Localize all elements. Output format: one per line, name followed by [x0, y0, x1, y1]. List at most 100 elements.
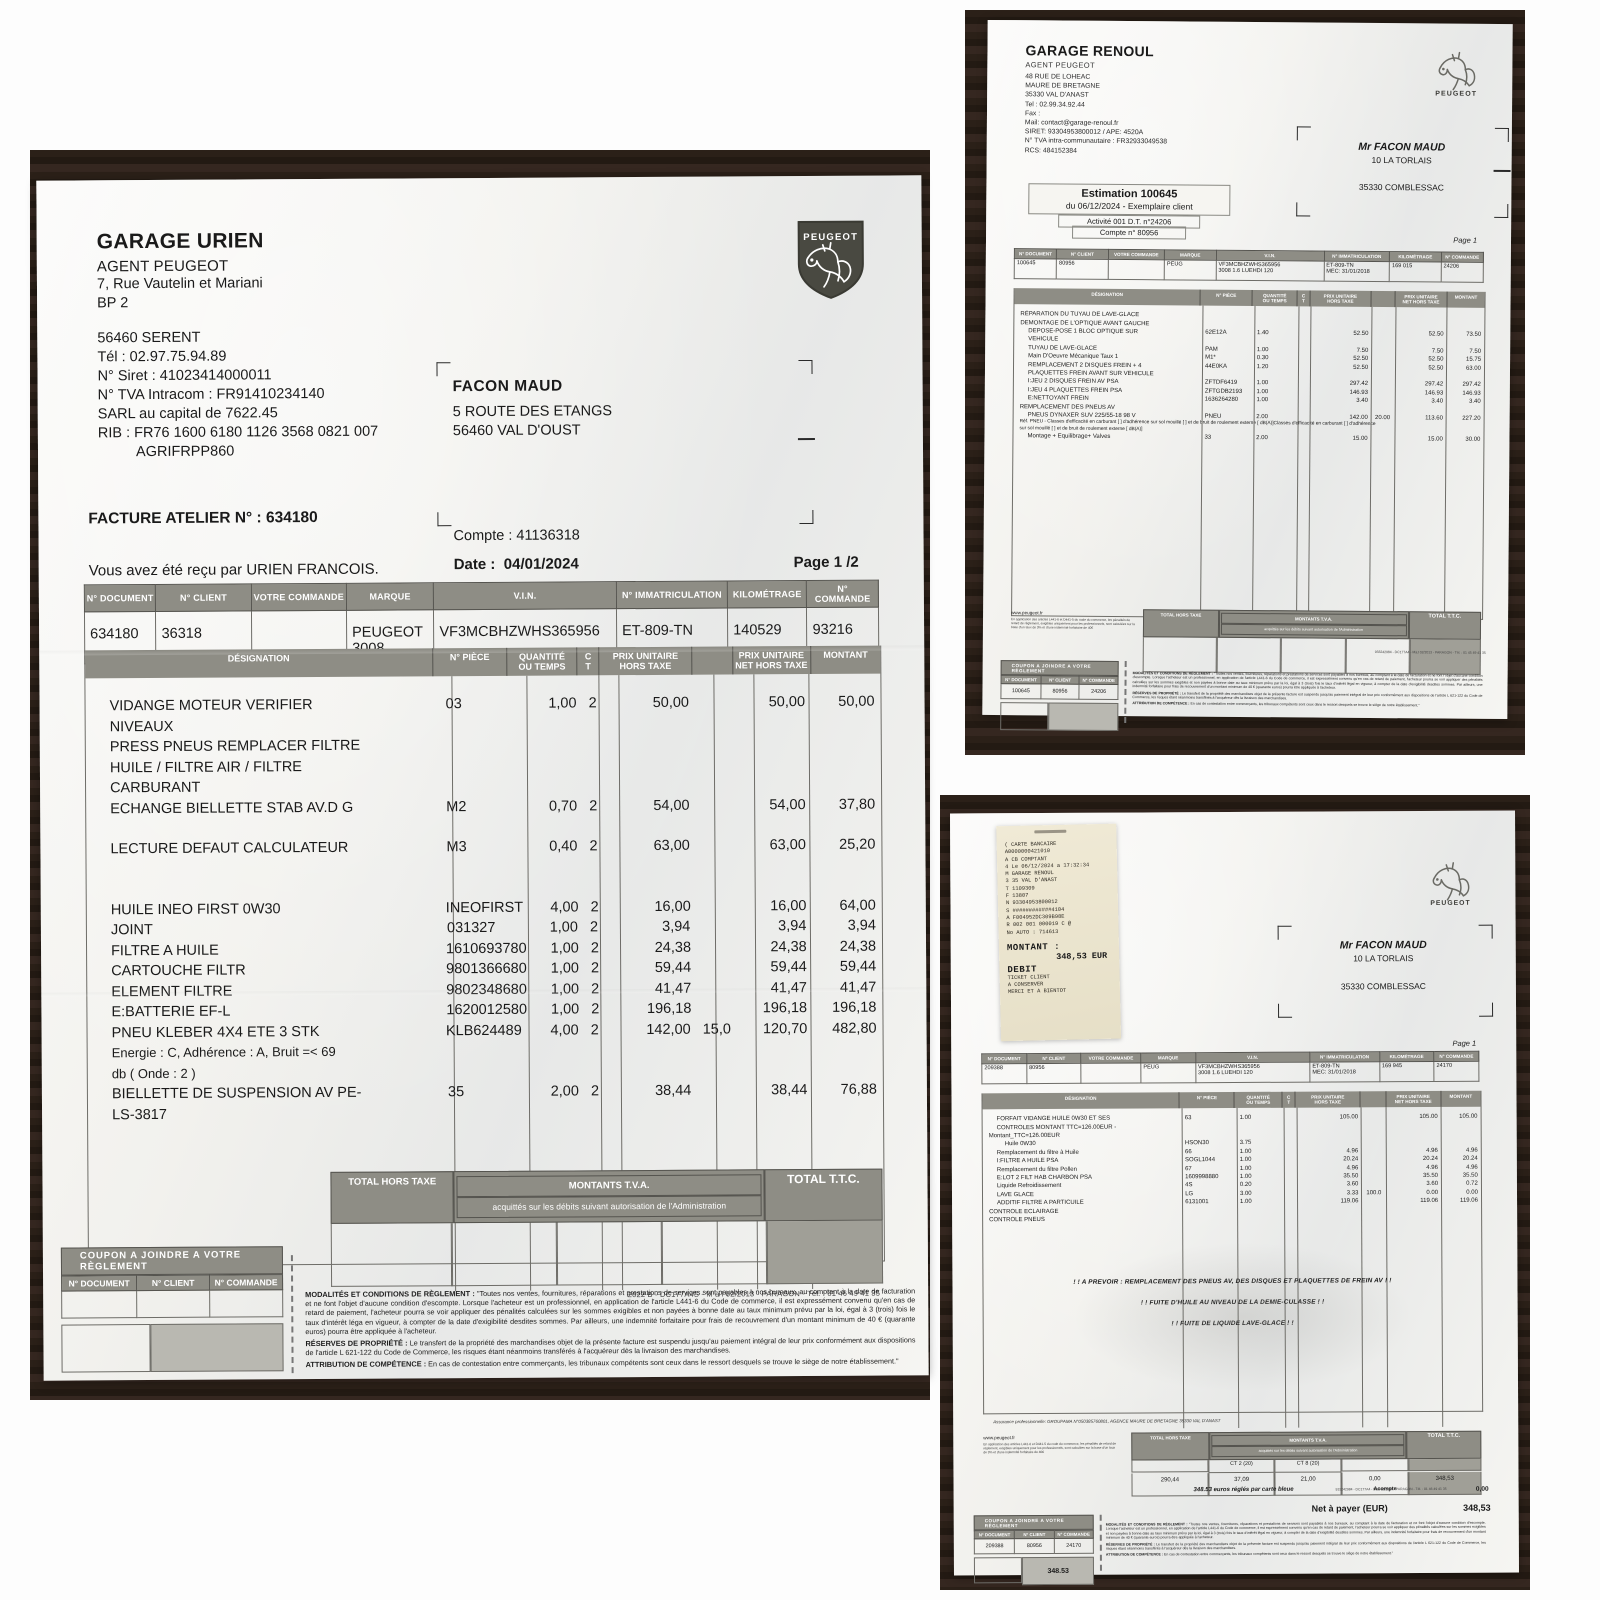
tva-col3-value [661, 1221, 768, 1285]
col-header-5: N° IMMATRICULATION [616, 581, 728, 609]
col-header-0: N° DOCUMENT [1001, 675, 1041, 685]
peugeot-lion-logo-icon: PEUGEOT [1430, 41, 1482, 98]
cell-pu [603, 856, 696, 877]
cell-qte: 3.75 [1239, 1140, 1252, 1147]
cell-qte [514, 857, 584, 877]
net-to-pay-label: Net à payer (EUR) [1311, 1503, 1388, 1514]
doc1-company-block: GARAGE URIEN AGENT PEUGEOT 7, Rue Vautel… [97, 229, 379, 463]
cell-montant: 119.06 [1460, 1197, 1478, 1205]
cell-pu: 50,00 [652, 694, 690, 711]
cell-qte [1237, 1131, 1284, 1140]
cell-ct [584, 857, 604, 877]
website-link[interactable]: www.peugeot.fr [983, 1435, 1015, 1441]
acompte-value: 0,00 [1475, 1485, 1489, 1493]
total-ttc-value [766, 1220, 884, 1285]
total-tva-sublabel: acquittés sur les débits suivant autoris… [1220, 624, 1407, 637]
cell-rem [1361, 1130, 1386, 1139]
cell-2 [209, 1289, 283, 1318]
cell-pu: 4.96 [1346, 1164, 1359, 1172]
cell-1: 80956 [1040, 684, 1080, 700]
cell-punet [1386, 1138, 1441, 1147]
cell-desig: HUILE / FILTRE AIR / FILTRE [109, 758, 303, 776]
cell-piece: SOGL1044 [1185, 1157, 1216, 1164]
website-link[interactable]: www.peugeot.fr [1011, 610, 1043, 616]
cell-ct [1284, 1190, 1296, 1198]
cell-ct [583, 714, 603, 735]
cell-montant: 227.20 [1462, 415, 1481, 422]
cell-ct [1298, 434, 1310, 442]
cell-punet: 3,94 [778, 918, 807, 935]
customer-city: 35330 COMBLESSAC [1340, 980, 1426, 992]
cell-piece [441, 857, 515, 877]
cell-rem [697, 896, 736, 917]
cell-montant [1446, 373, 1484, 382]
cell-piece: 67 [1185, 1165, 1192, 1172]
cell-pu: 38,44 [655, 1082, 692, 1099]
cell-punet: 20.24 [1422, 1156, 1438, 1163]
cell-qte [1237, 1206, 1284, 1215]
cell-rem [695, 713, 734, 734]
document-estimation-garage-renoul[interactable]: GARAGE RENOUL AGENT PEUGEOT 48 RUE DE LO… [982, 19, 1513, 732]
coupon-title: COUPON A JOINDRE A VOTRE RÈGLEMENT [1000, 660, 1119, 676]
card-payment-receipt[interactable]: ( CARTE BANCAIRE A0000000421010 A CB COMPT… [996, 823, 1122, 1042]
cell-pu [603, 754, 696, 775]
cell-montant: 30.00 [1465, 436, 1481, 443]
cell-qte: 1.00 [1256, 346, 1269, 353]
cell-piece: 4S [1185, 1182, 1193, 1189]
customer-name: Mr FACON MAUD [1339, 938, 1427, 952]
cell-rem [1361, 1164, 1386, 1173]
cell-piece: 9802348680 [446, 981, 527, 998]
company-siret: N° Siret : 41023414000011 [97, 367, 272, 385]
cell-ct [1284, 1131, 1296, 1139]
cell-ct [584, 877, 604, 897]
cell-qte: 1,00 [550, 1001, 580, 1018]
cell-montant [812, 875, 882, 895]
company-address-line-8: RCS: 484152384 [1024, 146, 1077, 155]
cell-qte: 1,00 [550, 939, 579, 957]
cell-montant: 64,00 [839, 897, 876, 914]
cell-ct [1298, 405, 1310, 413]
cell-qte [515, 1040, 585, 1061]
cell-montant [1441, 1130, 1481, 1139]
cell-montant [813, 1039, 883, 1060]
col-header-0: N° DOCUMENT [974, 1530, 1015, 1540]
cell-punet [736, 1100, 813, 1121]
cell-desig [86, 817, 440, 839]
cell-montant: 7.50 [1469, 348, 1482, 355]
cell-rem [1371, 406, 1395, 415]
doc1-totals-block: TOTAL HORS TAXE MONTANTS T.V.A. acquitté… [330, 1168, 884, 1287]
col-header-1: N° CLIENT [155, 583, 252, 612]
document-facture-renoul-payee[interactable]: PEUGEOT Mr FACON MAUD 10 LA TORLAIS 3533… [950, 810, 1519, 1586]
col-header-1: N° CLIENT [1056, 248, 1109, 260]
cell-punet: 196,18 [762, 1000, 808, 1017]
print-reference: 933242984 - DC177A4 - MàJ 02/2013 - PARA… [1374, 650, 1486, 655]
coupon-row: 209388 80956 24170 [974, 1538, 1094, 1555]
terms-competence-label: ATTRIBUTION DE COMPÉTENCE : [1132, 701, 1190, 706]
cell-ct [1284, 1156, 1296, 1164]
cell-pu [603, 775, 696, 796]
document-facture-garage-urien[interactable]: GARAGE URIEN AGENT PEUGEOT 7, Rue Vautel… [36, 175, 929, 1381]
cell-piece: HSON30 [1184, 1140, 1209, 1147]
col-header-4: V.I.N. [433, 581, 617, 610]
fine-print-note: En application des articles L441-6 et D4… [983, 1441, 1117, 1455]
cell-montant [1441, 1121, 1481, 1130]
cell-qte: 1.00 [1239, 1148, 1252, 1155]
company-bic: AGRIFRPP860 [135, 443, 235, 461]
cell-1 [136, 1290, 210, 1318]
cell-6: 169 015 [1389, 261, 1442, 282]
cell-pu [1296, 1139, 1361, 1148]
cell-rem [696, 916, 735, 937]
cell-ct [583, 816, 603, 836]
company-address1: 7, Rue Vautelin et Mariani [96, 275, 263, 293]
cell-qte: 1,00 [548, 695, 577, 712]
cell-rem [697, 978, 736, 999]
cell-ct [583, 734, 603, 755]
cell-desig: ELEMENT FILTRE [111, 983, 233, 1000]
cell-ct [1298, 363, 1310, 371]
cell-desig: Energie : C, Adhérence : A, Bruit =< 69 [111, 1043, 336, 1061]
company-name: GARAGE RENOUL [1025, 42, 1154, 60]
cell-ct: 2 [590, 1021, 599, 1038]
cell-piece [440, 735, 514, 756]
payment-method-note: 348.53 euros réglés par carte bleue [1193, 1486, 1294, 1494]
cell-ct [583, 775, 603, 796]
